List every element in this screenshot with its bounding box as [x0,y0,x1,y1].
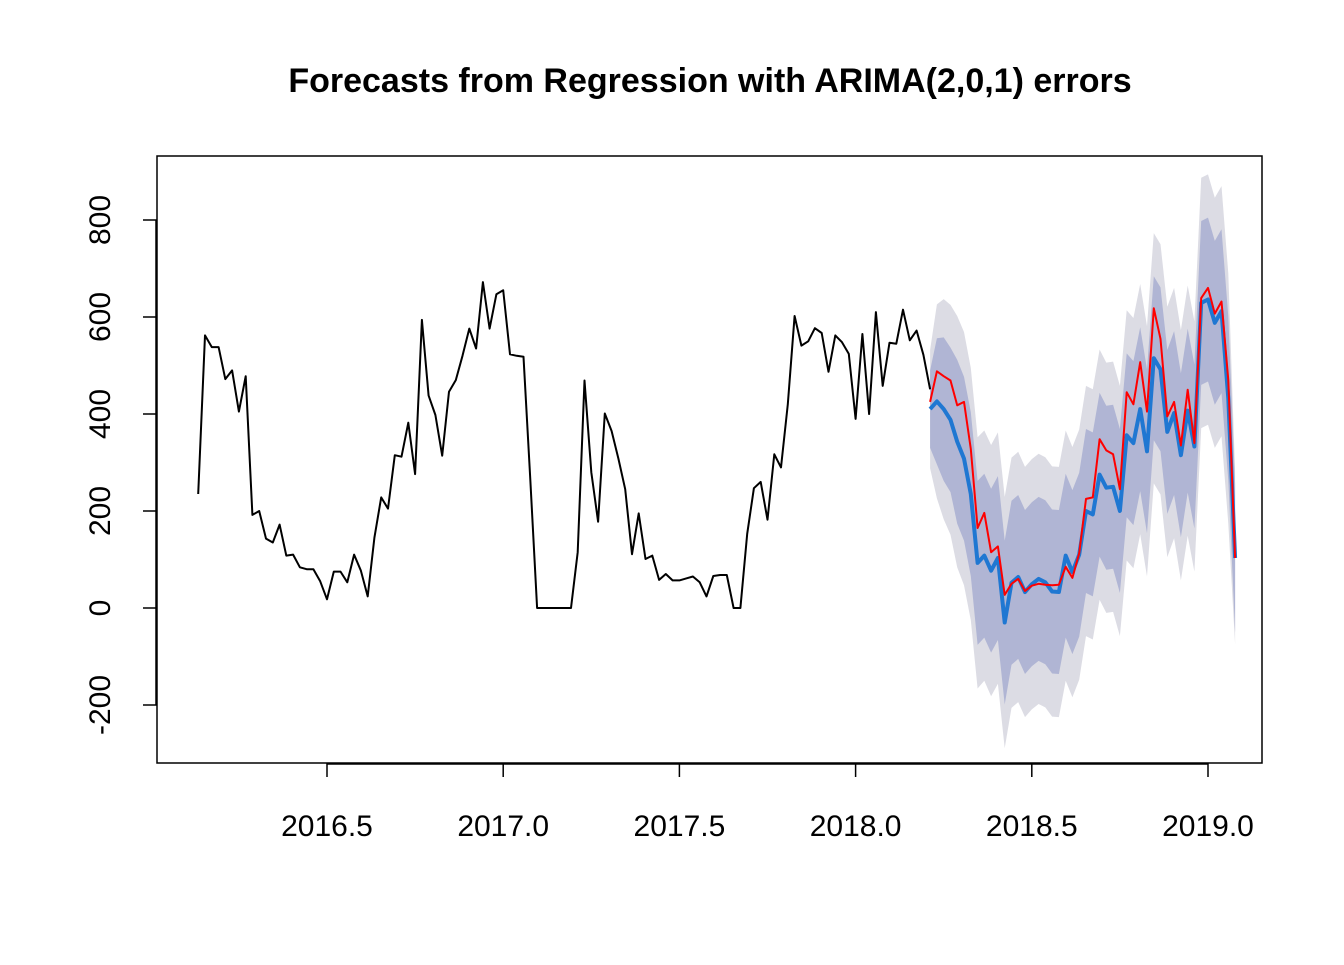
y-tick-label: 0 [84,600,117,617]
series-red-line [929,286,1237,596]
y-tick-label: 800 [84,195,117,245]
x-tick-label: 2018.5 [986,810,1078,843]
x-tick-label: 2016.5 [281,810,373,843]
series-observed-line [197,281,932,609]
x-tick-label: 2019.0 [1162,810,1254,843]
band-80 [930,217,1236,705]
y-tick-label: 600 [84,292,117,342]
y-tick-label: 400 [84,389,117,439]
x-tick-label: 2017.5 [634,810,726,843]
prediction-intervals [930,174,1236,749]
plot-frame [156,155,1263,764]
chart-title: Forecasts from Regression with ARIMA(2,0… [288,62,1131,100]
y-tick-label: -200 [84,675,117,735]
series-lines [197,281,1238,625]
x-tick-label: 2018.0 [810,810,902,843]
x-tick-label: 2017.0 [457,810,549,843]
y-tick-label: 200 [84,486,117,536]
axes: 2016.5 2017.0 2017.5 2018.0 2018.5 2019.0 -200… [84,195,1254,843]
